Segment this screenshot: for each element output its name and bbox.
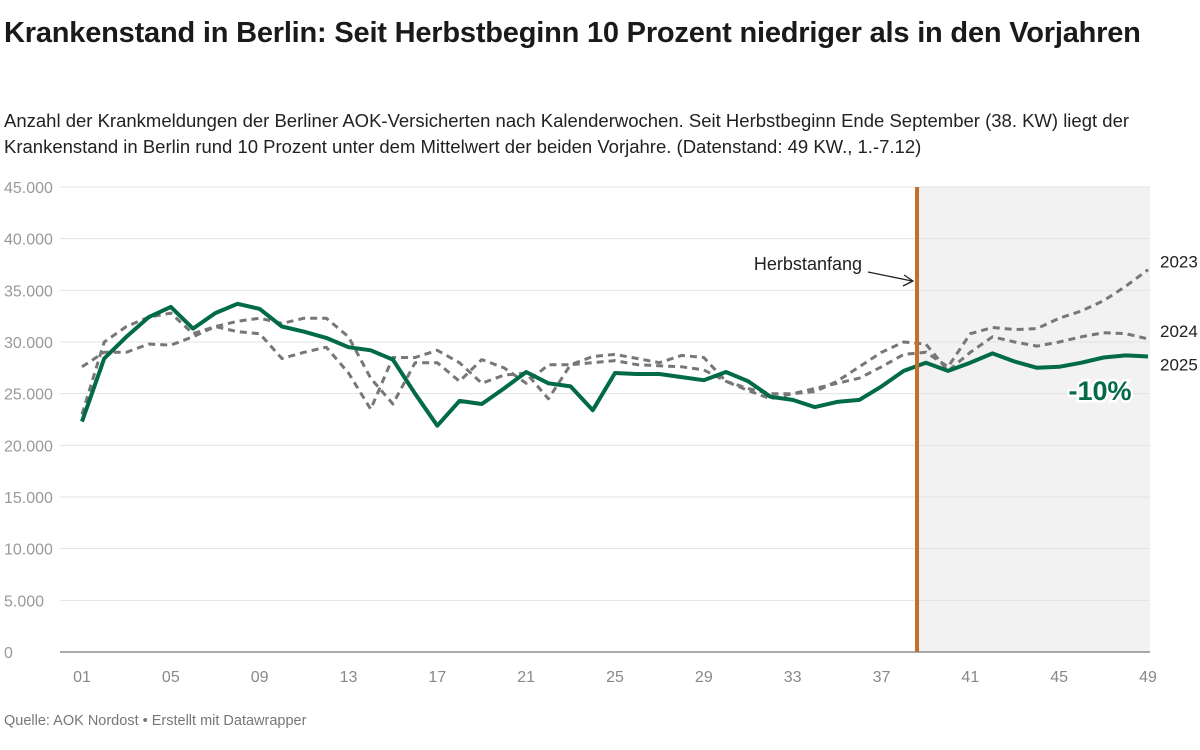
- y-tick-label: 10.000: [4, 542, 53, 559]
- arrow-head-icon: [902, 274, 915, 287]
- y-tick-label: 25.000: [4, 387, 53, 404]
- x-tick-label: 49: [1139, 669, 1157, 686]
- y-tick-label: 35.000: [4, 283, 53, 300]
- series-line-2024: [80, 311, 1149, 415]
- y-tick-label: 40.000: [4, 232, 53, 249]
- y-tick-label: 30.000: [4, 335, 53, 352]
- series-line-2023: [81, 268, 1149, 411]
- x-tick-label: 05: [162, 669, 180, 686]
- x-tick-label: 41: [961, 669, 979, 686]
- marker-label: Herbstanfang: [754, 254, 862, 274]
- x-tick-label: 33: [784, 669, 802, 686]
- x-tick-label: 09: [251, 669, 269, 686]
- x-tick-label: 13: [340, 669, 358, 686]
- x-tick-label: 01: [73, 669, 91, 686]
- chart-title: Krankenstand in Berlin: Seit Herbstbegin…: [4, 17, 1141, 49]
- y-tick-label: 45.000: [4, 180, 53, 197]
- y-tick-label: 0: [4, 645, 13, 662]
- annotation-arrow: [867, 271, 913, 282]
- series-label-2024: 2024: [1160, 322, 1198, 341]
- y-tick-label: 5.000: [4, 593, 44, 610]
- x-tick-label: 17: [428, 669, 446, 686]
- x-tick-label: 29: [695, 669, 713, 686]
- x-tick-label: 21: [517, 669, 535, 686]
- y-tick-label: 15.000: [4, 490, 53, 507]
- minus-10-percent-annotation: -10%: [1068, 376, 1131, 406]
- x-tick-label: 45: [1050, 669, 1068, 686]
- highlight-region: [917, 187, 1150, 652]
- source-note: Quelle: AOK Nordost • Erstellt mit Dataw…: [4, 713, 307, 729]
- x-tick-label: 37: [873, 669, 891, 686]
- x-tick-label: 25: [606, 669, 624, 686]
- y-tick-label: 20.000: [4, 438, 53, 455]
- series-label-2023: 2023: [1160, 253, 1198, 272]
- series-label-2025: 2025: [1160, 355, 1198, 374]
- series-line-2025: [80, 301, 1149, 428]
- chart-subtitle: Anzahl der Krankmeldungen der Berliner A…: [4, 110, 1130, 157]
